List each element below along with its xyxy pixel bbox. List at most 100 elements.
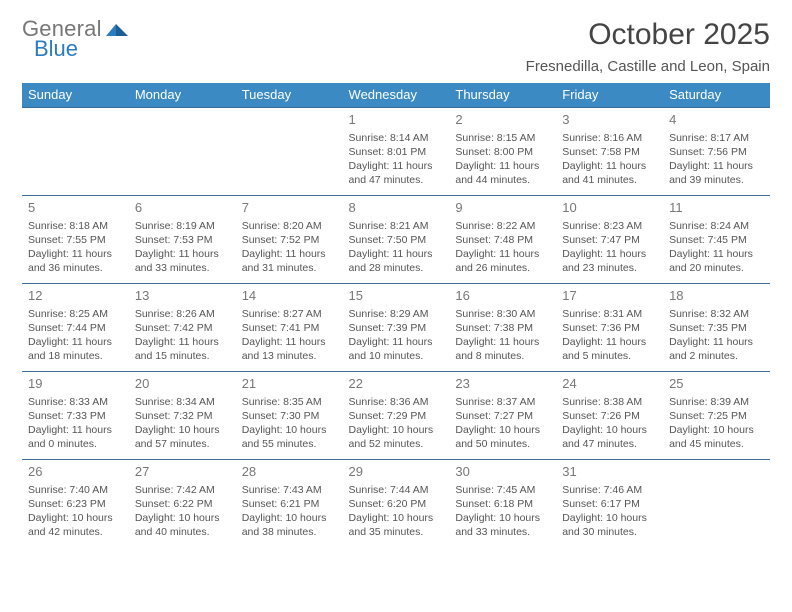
daylight-line: Daylight: 10 hours and 42 minutes. bbox=[28, 511, 123, 539]
daylight-line: Daylight: 11 hours and 2 minutes. bbox=[669, 335, 764, 363]
sunrise-line: Sunrise: 7:42 AM bbox=[135, 483, 230, 497]
day-number: 22 bbox=[349, 375, 444, 393]
sunrise-line: Sunrise: 8:33 AM bbox=[28, 395, 123, 409]
day-cell: 15Sunrise: 8:29 AMSunset: 7:39 PMDayligh… bbox=[343, 284, 450, 372]
day-number: 10 bbox=[562, 199, 657, 217]
daylight-line: Daylight: 11 hours and 20 minutes. bbox=[669, 247, 764, 275]
sunrise-line: Sunrise: 8:38 AM bbox=[562, 395, 657, 409]
day-header: Thursday bbox=[449, 83, 556, 108]
sunrise-line: Sunrise: 8:17 AM bbox=[669, 131, 764, 145]
daylight-line: Daylight: 10 hours and 38 minutes. bbox=[242, 511, 337, 539]
daylight-line: Daylight: 11 hours and 13 minutes. bbox=[242, 335, 337, 363]
daylight-line: Daylight: 11 hours and 0 minutes. bbox=[28, 423, 123, 451]
week-row: 5Sunrise: 8:18 AMSunset: 7:55 PMDaylight… bbox=[22, 196, 770, 284]
day-number: 27 bbox=[135, 463, 230, 481]
day-number: 28 bbox=[242, 463, 337, 481]
sunset-line: Sunset: 7:44 PM bbox=[28, 321, 123, 335]
daylight-line: Daylight: 10 hours and 50 minutes. bbox=[455, 423, 550, 451]
day-number: 7 bbox=[242, 199, 337, 217]
sunrise-line: Sunrise: 8:24 AM bbox=[669, 219, 764, 233]
sunset-line: Sunset: 6:21 PM bbox=[242, 497, 337, 511]
day-cell: 18Sunrise: 8:32 AMSunset: 7:35 PMDayligh… bbox=[663, 284, 770, 372]
sunrise-line: Sunrise: 8:25 AM bbox=[28, 307, 123, 321]
day-number: 23 bbox=[455, 375, 550, 393]
day-cell: 11Sunrise: 8:24 AMSunset: 7:45 PMDayligh… bbox=[663, 196, 770, 284]
day-cell: 10Sunrise: 8:23 AMSunset: 7:47 PMDayligh… bbox=[556, 196, 663, 284]
sunrise-line: Sunrise: 7:44 AM bbox=[349, 483, 444, 497]
day-cell: 20Sunrise: 8:34 AMSunset: 7:32 PMDayligh… bbox=[129, 372, 236, 460]
day-cell: 1Sunrise: 8:14 AMSunset: 8:01 PMDaylight… bbox=[343, 108, 450, 196]
day-number: 25 bbox=[669, 375, 764, 393]
logo-text-blue: Blue bbox=[34, 38, 128, 60]
day-number: 30 bbox=[455, 463, 550, 481]
sunrise-line: Sunrise: 8:39 AM bbox=[669, 395, 764, 409]
week-row: 12 Sunrise: 8:25 AMSunset: 7:44 PM Dayligh… bbox=[22, 284, 770, 372]
day-number: 15 bbox=[349, 287, 444, 305]
sunset-line: Sunset: 7:50 PM bbox=[349, 233, 444, 247]
sunset-line: Sunset: 7:58 PM bbox=[562, 145, 657, 159]
sunrise-line: Sunrise: 8:14 AM bbox=[349, 131, 444, 145]
day-cell: 31Sunrise: 7:46 AMSunset: 6:17 PMDayligh… bbox=[556, 460, 663, 548]
week-row: 26Sunrise: 7:40 AMSunset: 6:23 PMDayligh… bbox=[22, 460, 770, 548]
day-cell: 9 Sunrise: 8:22 AMSunset: 7:48 PMDaylight… bbox=[449, 196, 556, 284]
day-number: 4 bbox=[669, 111, 764, 129]
empty-cell bbox=[22, 108, 129, 196]
day-number: 12 bbox=[28, 287, 123, 305]
sunset-line: Sunset: 6:22 PM bbox=[135, 497, 230, 511]
sunset-line: Sunset: 7:33 PM bbox=[28, 409, 123, 423]
day-number: 14 bbox=[242, 287, 337, 305]
sunset-line: Sunset: 7:35 PM bbox=[669, 321, 764, 335]
sunrise-line: Sunrise: 8:20 AM bbox=[242, 219, 337, 233]
daylight-line: Daylight: 10 hours and 40 minutes. bbox=[135, 511, 230, 539]
sunrise-line: Sunrise: 8:22 AM bbox=[455, 219, 550, 233]
day-cell: 27 Sunrise: 7:42 AMSunset: 6:22 PMDayligh… bbox=[129, 460, 236, 548]
sunrise-line: Sunrise: 8:36 AM bbox=[349, 395, 444, 409]
day-cell: 29Sunrise: 7:44 AMSunset: 6:20 PMDayligh… bbox=[343, 460, 450, 548]
daylight-line: Daylight: 10 hours and 30 minutes. bbox=[562, 511, 657, 539]
day-header: Friday bbox=[556, 83, 663, 108]
sunrise-line: Sunrise: 8:26 AM bbox=[135, 307, 230, 321]
sunrise-line: Sunrise: 8:27 AM bbox=[242, 307, 337, 321]
sunrise-line: Sunrise: 8:23 AM bbox=[562, 219, 657, 233]
sunset-line: Sunset: 8:00 PM bbox=[455, 145, 550, 159]
sunset-line: Sunset: 8:01 PM bbox=[349, 145, 444, 159]
day-number: 2 bbox=[455, 111, 550, 129]
daylight-line: Daylight: 11 hours and 36 minutes. bbox=[28, 247, 123, 275]
daylight-line: Daylight: 10 hours and 45 minutes. bbox=[669, 423, 764, 451]
sunset-line: Sunset: 7:48 PM bbox=[455, 233, 550, 247]
sunrise-line: Sunrise: 8:35 AM bbox=[242, 395, 337, 409]
daylight-line: Daylight: 11 hours and 28 minutes. bbox=[349, 247, 444, 275]
sunrise-line: Sunrise: 7:43 AM bbox=[242, 483, 337, 497]
day-number: 1 bbox=[349, 111, 444, 129]
day-cell: 12Sunrise: 8:25 AMSunset: 7:44 PMDayligh… bbox=[22, 284, 129, 372]
title-block: October 2025 Fresnedilla, Castille and L… bbox=[526, 18, 770, 75]
sunset-line: Sunset: 7:47 PM bbox=[562, 233, 657, 247]
daylight-line: Daylight: 11 hours and 5 minutes. bbox=[562, 335, 657, 363]
day-header: Sunday bbox=[22, 83, 129, 108]
day-number: 24 bbox=[562, 375, 657, 393]
day-cell: 30Sunrise: 7:45 AMSunset: 6:18 PMDayligh… bbox=[449, 460, 556, 548]
sunrise-line: Sunrise: 7:46 AM bbox=[562, 483, 657, 497]
day-number: 26 bbox=[28, 463, 123, 481]
sunrise-line: Sunrise: 8:18 AM bbox=[28, 219, 123, 233]
day-cell: 14Sunrise: 8:27 AMSunset: 7:41 PMDayligh… bbox=[236, 284, 343, 372]
sunset-line: Sunset: 7:36 PM bbox=[562, 321, 657, 335]
daylight-line: Daylight: 11 hours and 15 minutes. bbox=[135, 335, 230, 363]
day-number: 20 bbox=[135, 375, 230, 393]
sunset-line: Sunset: 7:27 PM bbox=[455, 409, 550, 423]
day-cell: 21Sunrise: 8:35 AMSunset: 7:30 PMDayligh… bbox=[236, 372, 343, 460]
day-number: 9 bbox=[455, 199, 550, 217]
daylight-line: Daylight: 11 hours and 44 minutes. bbox=[455, 159, 550, 187]
empty-cell bbox=[236, 108, 343, 196]
day-cell: 28 Sunrise: 7:43 AMSunset: 6:21 PMDayligh… bbox=[236, 460, 343, 548]
sunset-line: Sunset: 7:39 PM bbox=[349, 321, 444, 335]
daylight-line: Daylight: 11 hours and 39 minutes. bbox=[669, 159, 764, 187]
daylight-line: Daylight: 11 hours and 26 minutes. bbox=[455, 247, 550, 275]
daylight-line: Daylight: 10 hours and 52 minutes. bbox=[349, 423, 444, 451]
header-row: General Blue October 2025 Fresnedilla, C… bbox=[22, 18, 770, 75]
sunset-line: Sunset: 7:30 PM bbox=[242, 409, 337, 423]
day-cell: 22Sunrise: 8:36 AMSunset: 7:29 PMDayligh… bbox=[343, 372, 450, 460]
sunset-line: Sunset: 6:20 PM bbox=[349, 497, 444, 511]
daylight-line: Daylight: 10 hours and 33 minutes. bbox=[455, 511, 550, 539]
daylight-line: Daylight: 11 hours and 10 minutes. bbox=[349, 335, 444, 363]
